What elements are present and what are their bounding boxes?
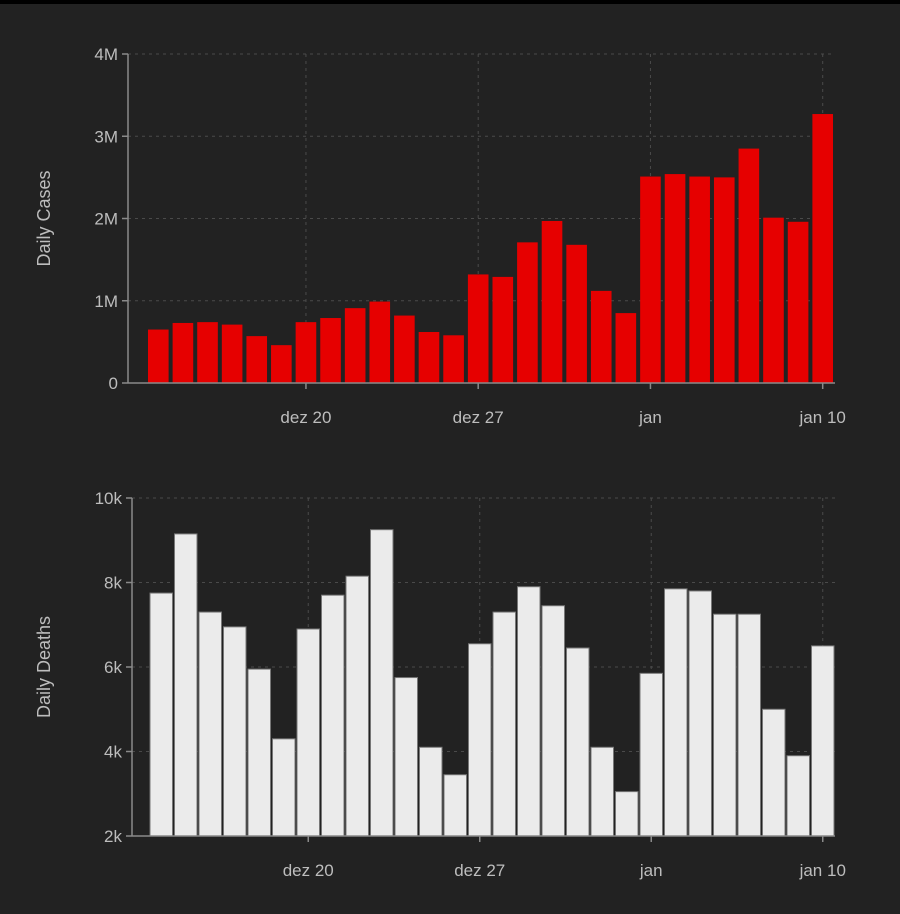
deaths-bar xyxy=(149,592,173,837)
deaths-y-axis-title: Daily Deaths xyxy=(34,616,54,718)
deaths-bar xyxy=(272,738,296,837)
deaths-y-tick-label: 6k xyxy=(104,658,122,677)
deaths-bar xyxy=(590,746,614,837)
deaths-x-tick-label: dez 27 xyxy=(454,861,505,880)
cases-x-tick-label: jan xyxy=(638,408,662,427)
deaths-x-tick-label: jan xyxy=(639,861,663,880)
deaths-bar xyxy=(811,645,835,837)
deaths-bar xyxy=(321,594,345,837)
deaths-bar xyxy=(688,590,712,837)
deaths-bar xyxy=(468,643,492,837)
deaths-bar xyxy=(492,611,516,837)
deaths-bar xyxy=(394,677,418,837)
deaths-bar xyxy=(223,626,247,837)
deaths-bar xyxy=(737,613,761,837)
cases-bar xyxy=(738,148,760,383)
cases-y-tick-label: 3M xyxy=(94,127,118,146)
deaths-bar xyxy=(296,628,320,837)
cases-bar xyxy=(320,318,341,383)
cases-bar xyxy=(394,315,415,383)
cases-bar xyxy=(664,174,686,383)
deaths-bar xyxy=(370,529,394,837)
deaths-y-tick-label: 4k xyxy=(104,743,122,762)
cases-bar xyxy=(418,332,440,383)
cases-bar xyxy=(812,114,833,383)
deaths-x-tick-label: dez 20 xyxy=(283,861,334,880)
cases-bar xyxy=(590,290,612,383)
deaths-bar xyxy=(541,605,565,837)
deaths-bar xyxy=(786,755,810,837)
cases-x-tick-label: dez 27 xyxy=(453,408,504,427)
cases-bar xyxy=(713,177,735,383)
cases-bar xyxy=(295,322,317,383)
cases-bar xyxy=(615,313,637,383)
cases-y-tick-label: 4M xyxy=(94,45,118,64)
cases-bar xyxy=(369,301,391,383)
cases-y-tick-label: 0 xyxy=(109,374,118,393)
cases-bar xyxy=(541,220,563,383)
top-border xyxy=(0,0,900,4)
cases-bar xyxy=(148,329,169,383)
cases-x-tick-label: dez 20 xyxy=(280,408,331,427)
deaths-y-tick-label: 2k xyxy=(104,827,122,846)
deaths-bar xyxy=(639,672,663,837)
deaths-bar xyxy=(517,586,541,837)
deaths-x-tick-label: jan 10 xyxy=(799,861,846,880)
deaths-bar xyxy=(247,668,271,837)
cases-y-axis-title: Daily Cases xyxy=(34,170,54,266)
cases-bar xyxy=(763,217,784,383)
cases-y-tick-label: 2M xyxy=(94,210,118,229)
daily-cases-svg: 0 1M 2M 3M 4M dez 20 dez 27 jan jan 10 Daily Case… xyxy=(34,45,846,427)
daily-deaths-chart: 2k 4k 6k 8k 10k dez 20 dez 27 jan jan 10 Daily De… xyxy=(0,450,900,914)
cases-bar xyxy=(197,322,218,383)
cases-bar xyxy=(467,274,489,383)
deaths-bar xyxy=(419,746,443,837)
deaths-bar xyxy=(713,613,737,837)
cases-bar xyxy=(221,324,243,383)
deaths-bar xyxy=(566,647,590,837)
deaths-bar xyxy=(443,774,467,837)
cases-x-tick-label: jan 10 xyxy=(799,408,846,427)
deaths-y-tick-label: 10k xyxy=(95,489,123,508)
daily-cases-chart: 0 1M 2M 3M 4M dez 20 dez 27 jan jan 10 Daily Case… xyxy=(0,0,900,450)
daily-deaths-svg: 2k 4k 6k 8k 10k dez 20 dez 27 jan jan 10 Daily De… xyxy=(34,489,846,880)
deaths-bar xyxy=(615,791,639,837)
deaths-bar xyxy=(762,708,786,837)
cases-bar xyxy=(443,335,464,383)
cases-bar xyxy=(517,242,538,383)
cases-bar xyxy=(640,176,661,383)
cases-bar xyxy=(787,221,809,383)
cases-bar xyxy=(689,176,710,383)
deaths-bar xyxy=(174,533,198,837)
deaths-bar xyxy=(345,575,369,837)
cases-bar xyxy=(344,308,366,383)
deaths-y-tick-label: 8k xyxy=(104,574,122,593)
cases-bar xyxy=(246,336,268,383)
deaths-bar xyxy=(198,611,222,837)
cases-bar xyxy=(566,244,587,383)
cases-bar xyxy=(271,345,292,383)
cases-bar xyxy=(492,276,514,383)
cases-bar xyxy=(172,322,194,383)
cases-y-tick-label: 1M xyxy=(94,292,118,311)
deaths-bar xyxy=(664,588,688,837)
